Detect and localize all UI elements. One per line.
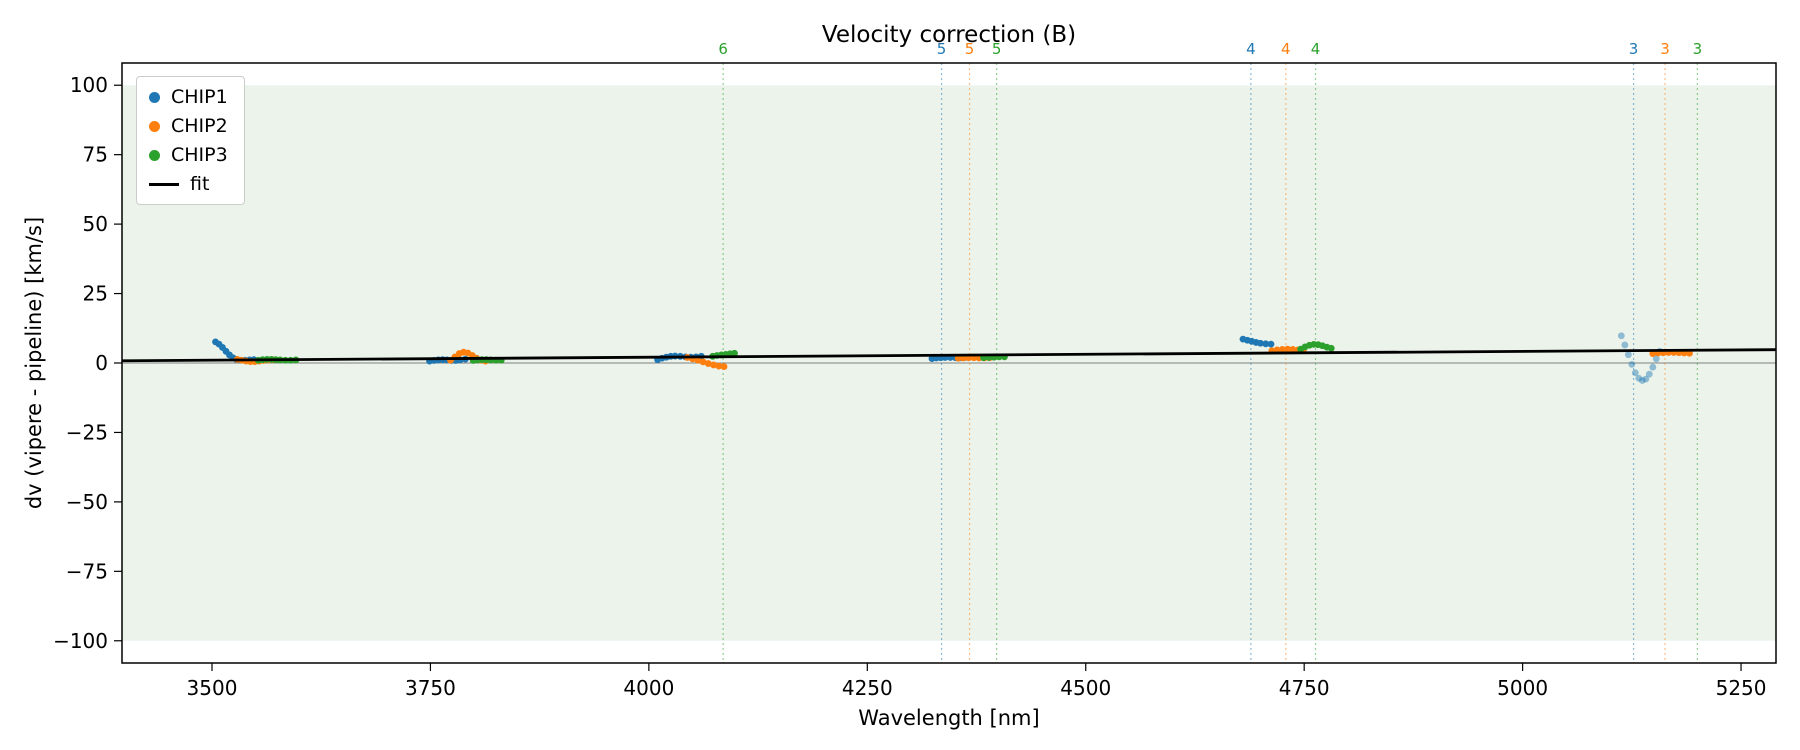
y-tick-label: −100 — [53, 629, 108, 653]
data-point-chip1 — [1649, 363, 1657, 371]
data-point-chip1 — [1624, 351, 1632, 359]
legend-label: CHIP1 — [171, 86, 228, 108]
data-point-chip1 — [1645, 370, 1653, 378]
legend-item-chip1: CHIP1 — [149, 86, 228, 108]
data-point-chip1 — [1642, 375, 1650, 383]
x-tick-label: 3750 — [405, 676, 456, 700]
legend-dot-icon — [149, 149, 160, 161]
legend-item-chip3: CHIP3 — [149, 144, 228, 166]
data-point-chip2 — [1278, 345, 1286, 353]
legend-label: fit — [190, 173, 210, 195]
data-point-chip2 — [699, 358, 707, 366]
y-tick-label: 25 — [83, 282, 108, 306]
order-marker-label: 4 — [1246, 40, 1256, 58]
data-point-chip2 — [954, 354, 962, 362]
legend-dot-icon — [149, 91, 160, 103]
y-tick-label: 100 — [70, 73, 108, 97]
fit-line — [121, 348, 1777, 363]
x-tick-label: 4000 — [623, 676, 674, 700]
x-tick-label: 4500 — [1060, 676, 1111, 700]
data-point-chip2 — [694, 356, 702, 364]
y-tick-label: 50 — [83, 212, 108, 236]
order-marker-label: 5 — [937, 40, 947, 58]
data-point-chip3 — [1327, 344, 1335, 352]
order-marker-label: 3 — [1660, 40, 1670, 58]
y-axis-label: dv (vipere - pipeline) [km/s] — [22, 216, 46, 510]
data-point-chip1 — [1267, 340, 1275, 348]
data-point-chip2 — [715, 362, 723, 370]
data-point-chip2 — [1284, 345, 1291, 353]
data-point-chip1 — [1638, 377, 1646, 384]
data-point-chip2 — [710, 361, 717, 369]
legend-line-icon — [149, 182, 179, 186]
legend-item-chip2: CHIP2 — [149, 115, 228, 137]
data-point-chip1 — [1257, 339, 1264, 347]
x-tick-label: 4750 — [1279, 676, 1330, 700]
data-point-chip1 — [1631, 369, 1639, 377]
chart-title: Velocity correction (B) — [821, 22, 1077, 48]
data-point-chip1 — [1617, 332, 1625, 340]
legend-item-fit: fit — [149, 173, 228, 195]
legend-label: CHIP3 — [171, 144, 228, 166]
data-point-chip1 — [1635, 374, 1643, 382]
data-point-chip1 — [1628, 360, 1636, 368]
data-point-chip2 — [704, 360, 712, 367]
data-point-chip1 — [1621, 341, 1629, 349]
x-tick-label: 3500 — [187, 676, 238, 700]
data-point-chip1 — [1652, 355, 1660, 363]
order-marker-label: 5 — [992, 40, 1002, 58]
y-tick-label: 0 — [95, 351, 108, 375]
order-marker-label: 5 — [965, 40, 975, 58]
legend: CHIP1 CHIP2 CHIP3 fit — [136, 76, 245, 205]
x-tick-label: 5250 — [1716, 676, 1767, 700]
order-marker-label: 3 — [1629, 40, 1639, 58]
y-tick-label: −50 — [66, 490, 108, 514]
y-tick-label: 75 — [83, 143, 108, 167]
data-point-chip2 — [720, 363, 728, 371]
legend-label: CHIP2 — [171, 115, 228, 137]
x-tick-label: 5000 — [1497, 676, 1548, 700]
data-point-chip1 — [1262, 340, 1270, 348]
legend-dot-icon — [149, 120, 160, 132]
x-tick-label: 4250 — [842, 676, 893, 700]
order-marker-label: 3 — [1693, 40, 1703, 58]
y-tick-label: −75 — [66, 559, 108, 583]
data-point-chip3 — [731, 349, 738, 357]
order-marker-label: 6 — [718, 40, 728, 58]
y-tick-label: −25 — [66, 420, 108, 444]
data-point-chip2 — [1289, 345, 1297, 353]
order-marker-label: 4 — [1281, 40, 1291, 58]
x-axis-label: Wavelength [nm] — [858, 706, 1040, 730]
order-marker-label: 4 — [1311, 40, 1321, 58]
